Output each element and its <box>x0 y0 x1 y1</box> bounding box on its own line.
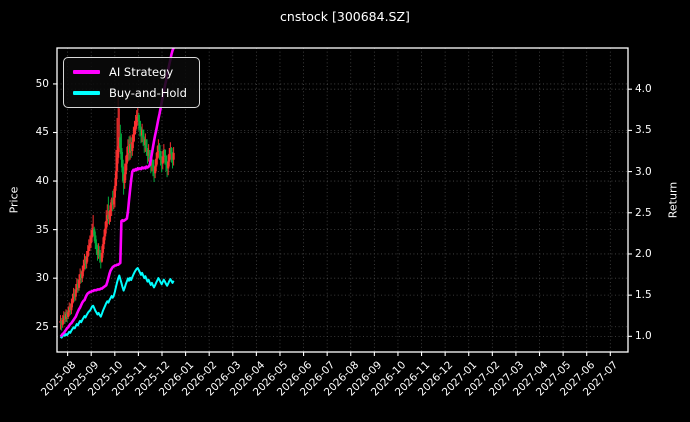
candlestick-series <box>59 97 175 331</box>
buy-and-hold-line <box>59 267 175 339</box>
chart-title: cnstock [300684.SZ] <box>280 9 410 24</box>
legend: AI Strategy Buy-and-Hold <box>63 57 200 108</box>
legend-label: AI Strategy <box>109 65 174 79</box>
ai-strategy-line <box>59 48 175 338</box>
y-left-tick-label: 45 <box>35 126 49 139</box>
y-left-axis-label: Price <box>7 186 21 214</box>
legend-swatch-ai-strategy <box>73 70 100 74</box>
y-left-tick-label: 25 <box>35 320 49 333</box>
y-right-tick-label: 3.5 <box>635 124 652 137</box>
legend-swatch-buy-and-hold <box>73 91 100 95</box>
y-left-tick-label: 30 <box>35 272 49 285</box>
legend-item: Buy-and-Hold <box>73 84 187 102</box>
y-left-tick-label: 50 <box>35 77 49 90</box>
y-left-tick-label: 35 <box>35 223 49 236</box>
y-right-tick-label: 2.5 <box>635 206 652 219</box>
y-right-tick-label: 1.0 <box>635 330 652 343</box>
plot-border <box>56 47 629 353</box>
y-right-tick-label: 4.0 <box>635 83 652 96</box>
y-right-axis-label: Return <box>666 181 680 219</box>
y-left-tick-label: 40 <box>35 175 49 188</box>
y-right-tick-label: 1.5 <box>635 289 652 302</box>
legend-item: AI Strategy <box>73 63 187 81</box>
y-right-tick-label: 3.0 <box>635 165 652 178</box>
y-right-tick-label: 2.0 <box>635 247 652 260</box>
legend-label: Buy-and-Hold <box>109 86 187 100</box>
